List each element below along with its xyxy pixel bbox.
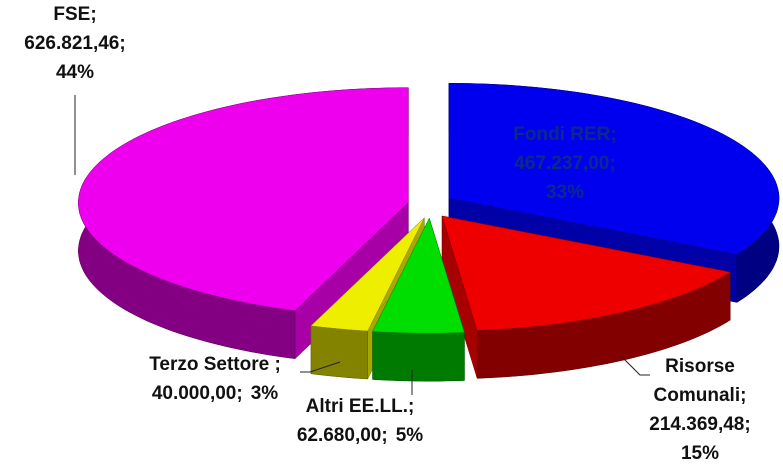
slice-wall [372,331,465,382]
label-part: ; [744,414,750,435]
label-part: ; [408,396,414,417]
label-part: 626.821,46 [24,33,119,54]
label-part: ; [381,425,387,446]
label-part: 467.237,00 [514,153,609,174]
label-part: Comunali [654,385,741,406]
label-part: ; [609,153,615,174]
label-part: 62.680,00 [297,425,382,446]
data-label: Terzo Settore ; 40.000,00; 3% [149,354,281,404]
label-part: FSE [53,4,90,25]
label-part: Altri EE.LL. [306,396,408,417]
label-part: 40.000,00 [152,383,237,404]
data-label: Risorse Comunali; 214.369,48; 15% [649,356,750,464]
leader-line [300,361,341,373]
leader-line [619,354,650,376]
label-part: Fondi RER [513,124,610,145]
data-label: FSE; 626.821,46; 44% [24,4,125,83]
slice [372,217,465,382]
label-part: 33% [546,182,584,203]
label-part: 15% [681,443,719,464]
label-part: Risorse [665,356,735,377]
slice-wall [310,325,368,380]
label-part: 3% [251,383,279,404]
slice-top [372,217,465,334]
label-part: 44% [56,62,94,83]
label-part: ; [236,383,242,404]
slice-top [448,83,780,255]
slice-top [78,87,409,311]
label-part: ; [610,124,616,145]
label-part: ; [90,4,96,25]
slice-top [441,215,731,331]
label-part: ; [740,385,746,406]
label-part: ; [274,354,280,375]
label-part: Terzo Settore [149,354,274,375]
slice [441,215,731,379]
label-part: 5% [396,425,424,446]
label-part: ; [119,33,125,54]
data-label: Altri EE.LL.; 62.680,00; 5% [297,396,423,446]
data-label: Fondi RER; 467.237,00; 33% [513,124,616,203]
label-part: 214.369,48 [649,414,744,435]
slice-top [310,217,425,332]
